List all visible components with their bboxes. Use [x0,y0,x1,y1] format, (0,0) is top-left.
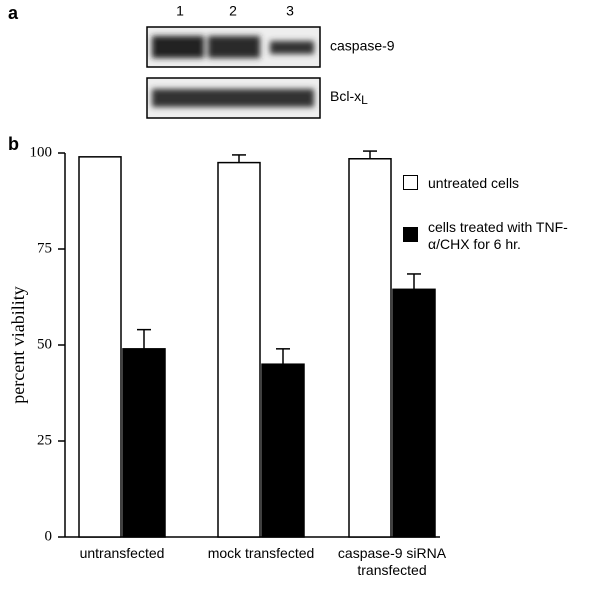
panel-label: b [8,134,19,154]
error-bar [137,328,151,349]
panel-label: a [8,3,19,23]
x-tick-label: untransfected [79,545,165,561]
error-bar [407,273,421,290]
bar [261,363,305,538]
y-axis-label: percent viability [8,286,28,403]
error-bar [363,150,377,159]
error-bar [276,348,290,365]
blot-label: Bcl-x [330,88,361,104]
legend-label: cells treated with TNF-α/CHX for 6 hr. [428,219,568,252]
error-bar [232,154,246,163]
lane-label: 3 [286,3,294,19]
bar [122,348,166,538]
bar [78,156,122,538]
blot-bands [152,36,314,58]
blot-label-subscript: L [361,93,368,107]
lane-label: 2 [229,3,237,19]
y-tick-label: 0 [45,528,53,544]
bar [348,158,392,538]
y-tick-label: 50 [37,336,52,352]
x-tick-label: caspase-9 siRNA transfected [337,545,447,578]
bar [217,161,261,538]
x-tick-label: mock transfected [207,545,315,561]
legend-swatch [403,227,418,242]
legend-swatch [403,175,418,190]
bar [392,288,436,538]
lane-label: 1 [176,3,184,19]
y-tick-label: 100 [30,144,53,160]
y-tick-label: 25 [37,432,52,448]
blot-label: Bcl-xL [330,88,368,107]
blot-bands [152,89,314,107]
y-tick-label: 75 [37,240,52,256]
blot-label: caspase-9 [330,38,395,54]
legend-label: untreated cells [428,175,520,191]
